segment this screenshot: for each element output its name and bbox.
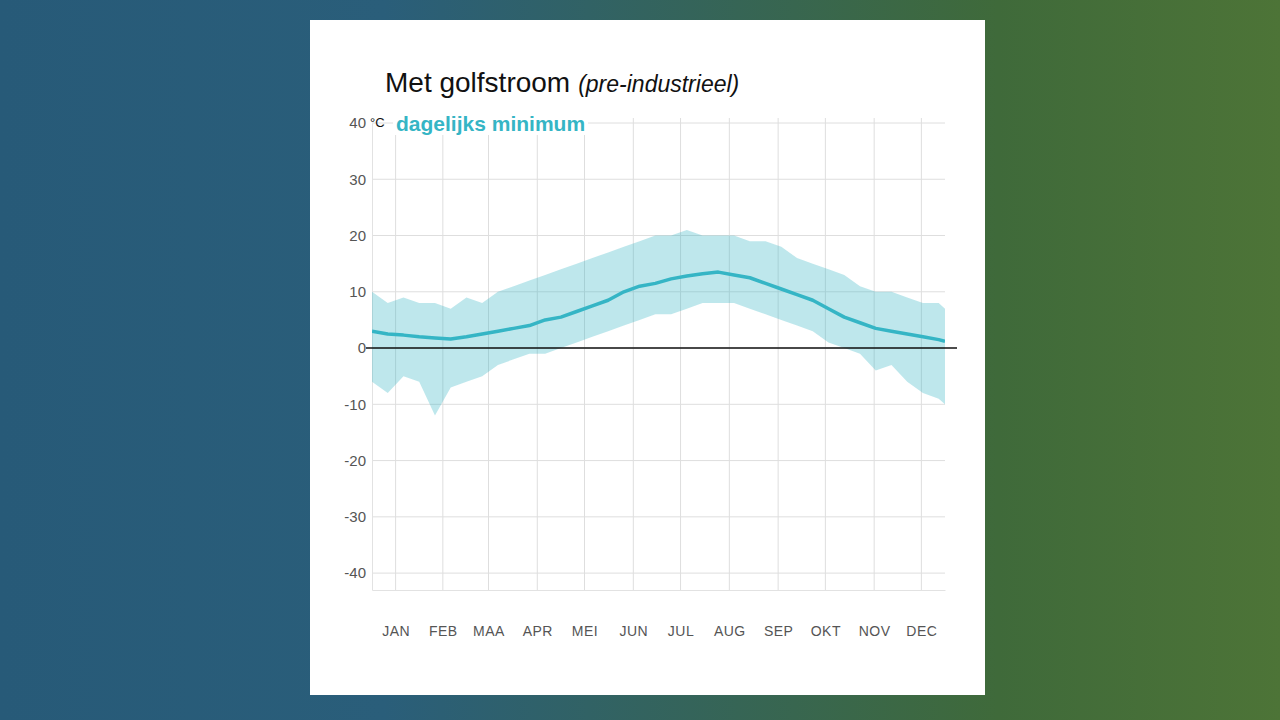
- grid: [372, 118, 945, 590]
- grid-line-y: [372, 460, 945, 461]
- x-tick: MEI: [572, 590, 598, 639]
- y-tick: -10: [344, 396, 372, 413]
- x-tick: AUG: [714, 590, 746, 639]
- x-tick-label: SEP: [764, 623, 794, 639]
- grid-line-y: [372, 404, 945, 405]
- grid-line-x: [633, 118, 634, 590]
- legend-background: [393, 112, 588, 135]
- y-axis-title: °C: [370, 115, 385, 130]
- x-tick: JUL: [668, 590, 694, 639]
- x-tick: APR: [523, 590, 553, 639]
- y-tick: -20: [344, 452, 372, 469]
- x-tick-label: AUG: [714, 623, 746, 639]
- x-tick-label: JUN: [619, 623, 648, 639]
- x-tick-label: DEC: [906, 623, 937, 639]
- y-tick-label: 0: [358, 339, 366, 356]
- x-tick: JAN: [382, 590, 410, 639]
- x-tick-label: JUL: [668, 623, 694, 639]
- y-tick-label: 20: [349, 227, 366, 244]
- grid-line-x: [825, 118, 826, 590]
- y-tick-label: -20: [344, 452, 366, 469]
- y-tick-label: -30: [344, 508, 366, 525]
- y-tick: 10: [349, 283, 372, 300]
- grid-line-x: [584, 118, 585, 590]
- x-tick: NOV: [859, 590, 891, 639]
- grid-line-x: [729, 118, 730, 590]
- x-tick-label: MAA: [473, 623, 505, 639]
- x-tick: MAA: [473, 590, 505, 639]
- x-tick-label: NOV: [859, 623, 891, 639]
- series-line: [372, 272, 945, 341]
- x-tick-label: OKT: [811, 623, 841, 639]
- x-tick-label: JAN: [382, 623, 410, 639]
- grid-line-x: [537, 118, 538, 590]
- legend-entry: dagelijks minimum: [396, 112, 585, 135]
- grid-line-y: [372, 516, 945, 517]
- range-band: [372, 230, 945, 416]
- y-tick: 20: [349, 227, 372, 244]
- x-tick: OKT: [811, 590, 841, 639]
- x-axis: JAN FEB MAA APR MEI JUN JUL AUG SEP OKT NOV DEC: [373, 590, 946, 639]
- grid-line-y: [372, 179, 945, 180]
- y-tick-label: -40: [344, 564, 366, 581]
- title-line: Met golfstroom (pre-industrieel): [385, 67, 739, 98]
- x-tick-label: MEI: [572, 623, 598, 639]
- title: Met golfstroom: [385, 67, 570, 98]
- y-tick: -40: [344, 564, 372, 581]
- y-tick-label: -10: [344, 396, 366, 413]
- x-tick: JUN: [619, 590, 648, 639]
- x-tick: DEC: [906, 590, 937, 639]
- grid-line-y: [372, 573, 945, 574]
- background: [0, 0, 1280, 720]
- x-tick: SEP: [764, 590, 794, 639]
- y-axis: -40 -30 -20 -10 0 10 20 30 40: [344, 114, 372, 590]
- y-tick: 30: [349, 171, 372, 188]
- x-tick-label: APR: [523, 623, 553, 639]
- y-tick: -30: [344, 508, 372, 525]
- plot-data: [372, 230, 945, 416]
- y-tick-label: 30: [349, 171, 366, 188]
- grid-line-x: [680, 118, 681, 590]
- y-tick-label: 40: [349, 114, 366, 131]
- zero-line: [366, 347, 957, 349]
- y-tick-label: 10: [349, 283, 366, 300]
- grid-line-x: [778, 118, 779, 590]
- subtitle: (pre-industrieel): [578, 71, 739, 97]
- y-tick: 40: [349, 114, 372, 131]
- x-tick-label: FEB: [429, 623, 458, 639]
- canvas: Met golfstroom (pre-industrieel) -40 -30 -20…: [0, 0, 1280, 720]
- card: [310, 20, 985, 695]
- x-tick: FEB: [429, 590, 458, 639]
- x-axis-line: [373, 590, 946, 591]
